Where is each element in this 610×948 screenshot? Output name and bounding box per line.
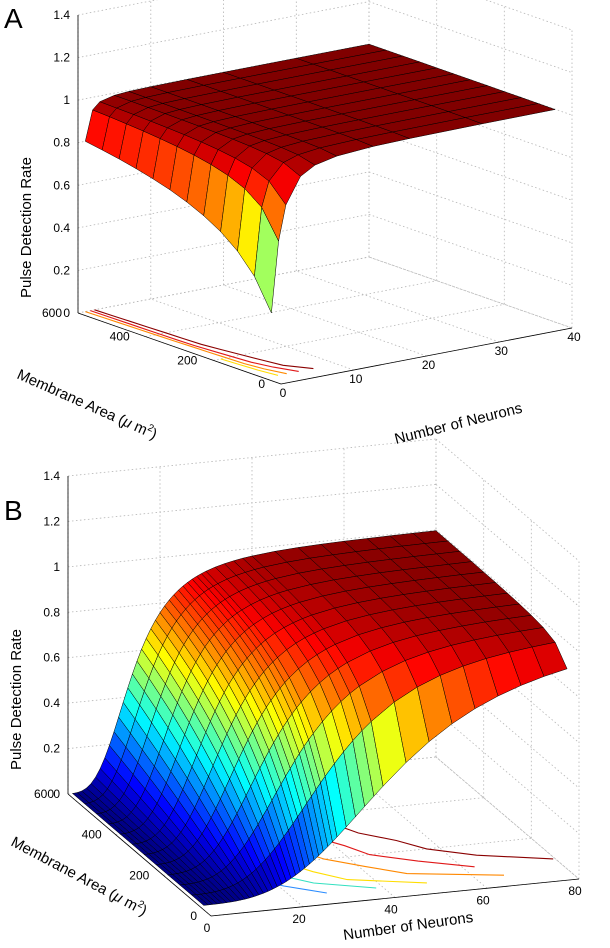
z-tick-label-b: 1.4 [43, 469, 60, 483]
ylabel-a-close: ) [148, 426, 159, 444]
x-tick-label-a: 10 [349, 372, 363, 386]
z-tick-label-a: 0.6 [53, 178, 70, 192]
surface-patch-a [465, 103, 556, 125]
contour-line-a [220, 358, 279, 376]
z-tick-label-b: 0.8 [43, 605, 60, 619]
y-tick-label-b: 0 [190, 909, 197, 923]
ylabel-a: Membrane Area (μ m2) [14, 365, 160, 443]
surface-a [85, 43, 556, 314]
grid-line [435, 620, 580, 744]
y-tick-label-a: 200 [177, 353, 197, 367]
panel-label-a: A [4, 3, 23, 34]
y-axis-line [67, 793, 212, 917]
z-tick-label-b: 1 [53, 560, 60, 574]
grid-line [77, 256, 370, 314]
y-tick-label-a: 600 [42, 306, 62, 320]
grid-line [67, 438, 437, 477]
z-tick-label-b: 1.2 [43, 514, 60, 528]
grid-line [145, 280, 437, 338]
y-tick-label-b: 600 [34, 787, 54, 801]
x-tick-label-a: 30 [495, 344, 509, 358]
grid-line [368, 171, 573, 244]
z-tick-label-b: 0.6 [43, 651, 60, 665]
z-tick-label-a: 1.2 [53, 51, 70, 65]
grid-line [77, 0, 159, 16]
z-tick-label-b: 0.4 [43, 696, 60, 710]
x-axis-line [210, 878, 580, 917]
grid-line [213, 303, 505, 361]
x-tick-label-b: 40 [384, 903, 398, 917]
ylabel-a-sup: 2 [146, 422, 156, 434]
z-tick-label-b: 0 [53, 787, 60, 801]
surface-b [72, 530, 568, 906]
contour-line-a [94, 309, 314, 370]
panel-label-b: B [4, 495, 23, 526]
grid-line [77, 214, 370, 271]
x-tick-label-a: 20 [422, 358, 436, 372]
x-tick-label-a: 40 [567, 330, 581, 344]
contour-line-a [90, 310, 299, 372]
zlabel-b: Pulse Detection Rate [8, 629, 25, 770]
z-tick-label-a: 0.4 [53, 221, 70, 235]
grid-line [435, 529, 580, 653]
grid-line [435, 756, 580, 880]
z-tick-label-a: 1.4 [53, 8, 70, 22]
x-tick-label-b: 60 [476, 893, 490, 907]
ylabel-b-m: m [118, 892, 141, 915]
x-tick-label-b: 80 [568, 884, 582, 898]
z-tick-label-b: 0.2 [43, 742, 60, 756]
z-tick-label-a: 0.2 [53, 263, 70, 277]
contour-line-a [85, 311, 287, 375]
x-axis-line [280, 327, 573, 385]
contours-a [85, 309, 314, 376]
grid-line [223, 284, 427, 357]
grid-line [67, 529, 437, 568]
grid-line [435, 665, 580, 789]
xlabel-b: Number of Neurons [342, 909, 474, 944]
grid-line [435, 711, 580, 834]
ylabel-a-main: Membrane Area ( [14, 366, 127, 429]
ylabel-b-sup: 2 [136, 899, 146, 912]
ylabel-a-m: m [128, 417, 150, 439]
grid-line [435, 484, 580, 607]
grid-line [77, 1, 370, 58]
grid-line [435, 756, 580, 880]
y-tick-label-b: 400 [82, 828, 102, 842]
grid-line [435, 574, 580, 698]
grid-line [435, 438, 580, 562]
grid-line [368, 214, 573, 286]
x-tick-label-a: 0 [280, 386, 287, 400]
z-tick-label-a: 0 [63, 306, 70, 320]
xlabel-a: Number of Neurons [393, 400, 524, 448]
z-tick-label-a: 1 [63, 93, 70, 107]
x-tick-label-b: 20 [292, 912, 306, 926]
grid-line [296, 270, 500, 343]
z-tick-label-a: 0.8 [53, 136, 70, 150]
surface-patch-b [531, 642, 568, 677]
zlabel-a: Pulse Detection Rate [18, 157, 35, 298]
y-tick-label-b: 200 [129, 868, 149, 882]
grid-line [485, 0, 573, 31]
ylabel-b-main: Membrane Area ( [8, 834, 118, 903]
y-axis-line [77, 312, 282, 385]
y-tick-label-a: 400 [110, 330, 130, 344]
grid-line [163, 837, 532, 876]
x-tick-label-b: 0 [204, 921, 211, 935]
y-tick-label-a: 0 [258, 377, 265, 391]
